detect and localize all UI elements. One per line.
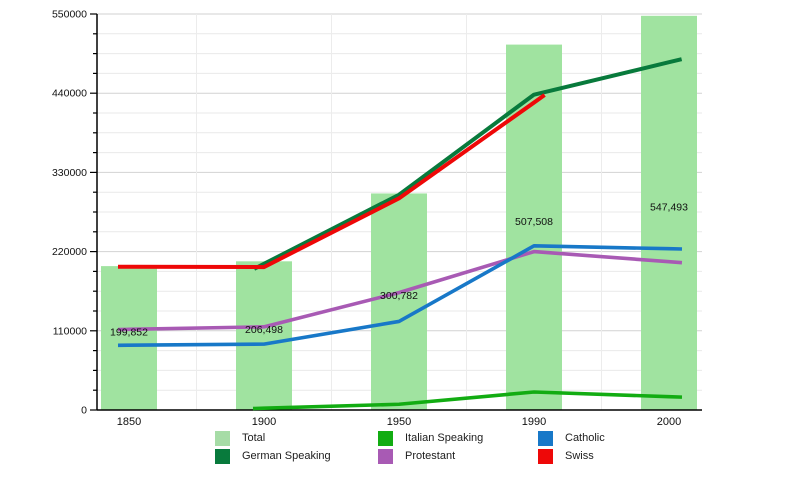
legend-swatch-swiss <box>538 449 553 464</box>
bar-total-1990 <box>506 44 562 410</box>
bar-value-label: 547,493 <box>650 201 688 213</box>
legend-swatch-catholic <box>538 431 553 446</box>
y-tick-label: 220000 <box>52 246 87 258</box>
legend: Total German Speaking Italian Speaking Prot… <box>0 0 800 464</box>
legend-item-italian-speaking: Italian Speaking <box>378 431 483 446</box>
y-tick-label: 0 <box>81 405 87 417</box>
legend-swatch-protestant <box>378 449 393 464</box>
y-tick-label: 110000 <box>53 325 87 337</box>
x-tick-label: 1990 <box>522 416 546 428</box>
legend-label: Italian Speaking <box>405 432 484 444</box>
bar-value-label: 206,498 <box>245 324 283 336</box>
legend-label: German Speaking <box>242 450 331 462</box>
series-line-catholic <box>117 244 683 348</box>
legend-item-catholic: Catholic <box>538 431 605 446</box>
x-tick-label: 1900 <box>252 416 276 428</box>
series-line-swiss <box>117 93 546 270</box>
legend-label: Protestant <box>405 450 456 462</box>
y-tick-label: 550000 <box>52 9 87 21</box>
series-line-italian-speaking <box>252 390 683 411</box>
y-tick-label: 330000 <box>52 167 87 179</box>
bar-total-1900 <box>236 261 292 410</box>
legend-item-total: Total <box>215 431 265 446</box>
x-tick-label: 1950 <box>387 416 411 428</box>
series-line-german-speaking <box>253 57 683 271</box>
legend-label: Total <box>242 432 266 444</box>
legend-label: Swiss <box>565 450 594 462</box>
bar-total-2000 <box>641 15 697 410</box>
bar-value-label: 300,782 <box>380 290 418 302</box>
bar-total-1950 <box>371 193 427 410</box>
bar-value-label: 199,852 <box>110 327 148 339</box>
legend-item-protestant: Protestant <box>378 449 455 464</box>
x-tick-label: 1850 <box>117 416 141 428</box>
legend-label: Catholic <box>565 432 605 444</box>
legend-swatch-german-speaking <box>215 449 230 464</box>
legend-swatch-total <box>215 431 230 446</box>
legend-swatch-italian-speaking <box>378 431 393 446</box>
legend-item-swiss: Swiss <box>538 449 594 464</box>
series-line-protestant <box>117 249 683 332</box>
bar-value-label: 507,508 <box>515 216 553 228</box>
legend-item-german-speaking: German Speaking <box>215 449 331 464</box>
x-tick-label: 2000 <box>657 416 681 428</box>
bar-total-1850 <box>101 266 157 410</box>
y-tick-label: 440000 <box>52 88 87 100</box>
